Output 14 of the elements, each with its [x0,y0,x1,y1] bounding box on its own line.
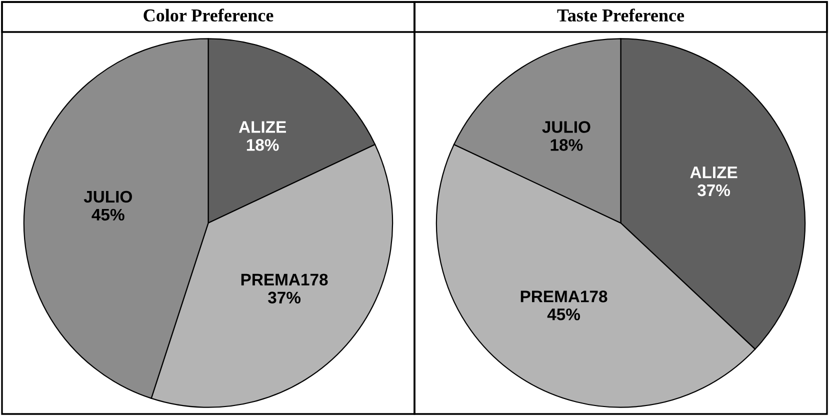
slice-label: JULIO [84,190,132,203]
data-label: 18% [246,139,279,151]
data-label: 45% [547,308,580,320]
slice-label: JULIO [542,121,590,133]
data-label: 45% [92,208,124,221]
data-label: 37% [268,292,301,304]
slice-label: ALIZE [238,121,286,133]
slice-label: PREMA178 [241,274,328,286]
slice-label: PREMA178 [520,290,608,302]
chart-title: Taste Preference [557,8,684,22]
chart-title: Color Preference [144,8,274,22]
data-label: 18% [550,139,583,151]
data-label: 37% [697,184,730,196]
slice-label: ALIZE [690,166,738,178]
